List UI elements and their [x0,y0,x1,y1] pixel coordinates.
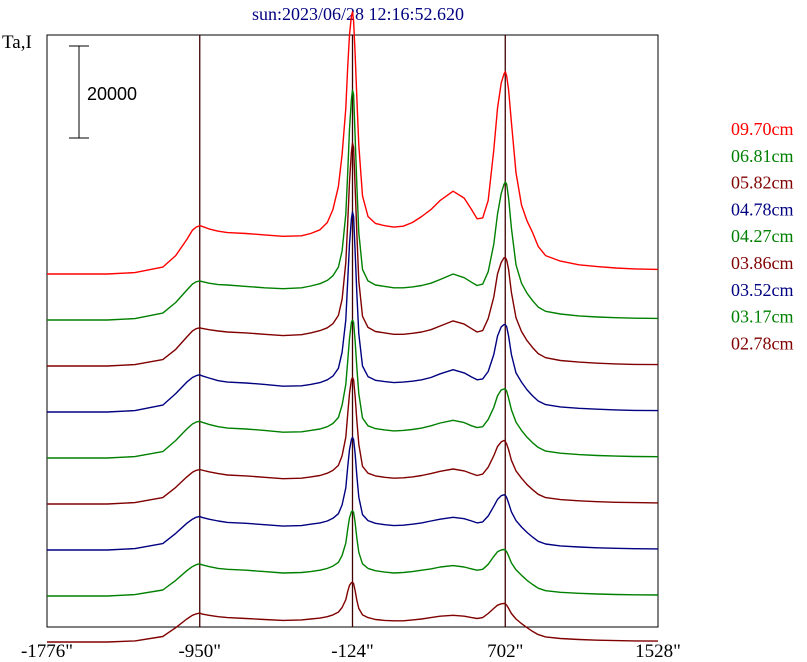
legend-entry: 04.27cm [731,226,794,246]
legend-entry: 03.52cm [731,280,794,300]
series-line-03.52cm [47,436,659,551]
legend-entry: 09.70cm [731,119,794,139]
series-line-02.78cm [47,581,659,643]
series-line-04.27cm [47,319,659,459]
series-line-03.86cm [47,376,659,505]
x-tick-label: -124" [331,641,374,662]
legend-entry: 03.17cm [731,307,794,327]
series-curves [47,11,659,643]
series-line-04.78cm [47,211,659,413]
series-line-06.81cm [47,89,659,321]
x-tick-label: -1776" [21,641,73,662]
series-line-05.82cm [47,142,659,367]
chart-title: sun:2023/06/28 12:16:52.620 [252,4,464,24]
x-tick-label: 1528" [635,641,681,662]
series-line-03.17cm [47,510,659,597]
legend-entry: 06.81cm [731,146,794,166]
x-axis-ticks: -1776" -950" -124" 702" 1528" [21,641,681,662]
series-line-09.70cm [47,11,659,275]
scale-bar: 20000 [69,45,137,139]
legend-entry: 02.78cm [731,333,794,353]
legend: 09.70cm 06.81cm 05.82cm 04.78cm 04.27cm 03.86… [731,119,794,353]
reference-lines [199,35,506,627]
scale-bar-label: 20000 [87,84,137,104]
legend-entry: 04.78cm [731,199,794,219]
x-tick-label: 702" [487,641,523,662]
y-axis-label: Ta,I [2,32,32,53]
legend-entry: 03.86cm [731,253,794,273]
legend-entry: 05.82cm [731,173,794,193]
x-tick-label: -950" [178,641,221,662]
